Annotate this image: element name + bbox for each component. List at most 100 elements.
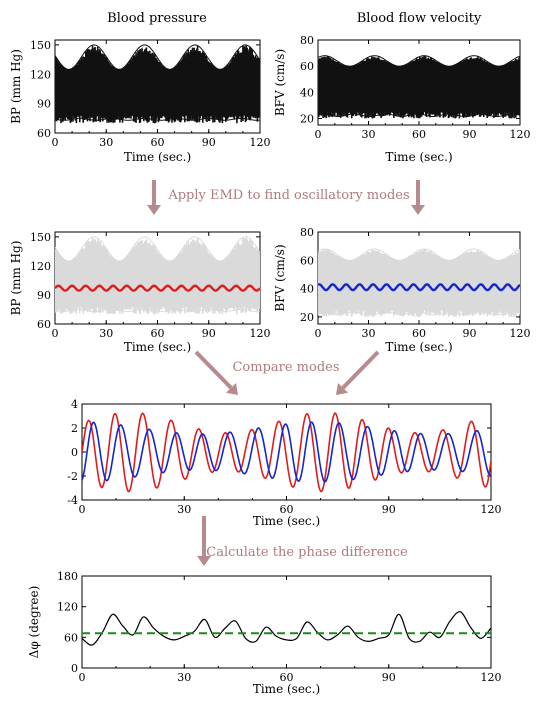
x-axis-label: Time (sec.) (253, 682, 320, 696)
upper-envelope (318, 248, 520, 261)
y-axis-label: BP (mm Hg) (9, 49, 23, 124)
step-label-phase: Calculate the phase difference (206, 545, 408, 560)
y-tick-label: 90 (37, 98, 51, 111)
step-label-compare: Compare modes (232, 360, 339, 375)
raw-signal-trace (318, 249, 520, 317)
y-tick-label: 90 (37, 289, 51, 302)
x-tick-label: 90 (382, 503, 396, 516)
step-label-emd: Apply EMD to find oscillatory modes (167, 188, 409, 203)
x-tick-label: 60 (412, 327, 426, 340)
raw-signal-trace (318, 56, 520, 119)
y-tick-label: 0 (71, 446, 78, 459)
raw-signal-trace (55, 45, 260, 124)
x-tick-label: 90 (202, 327, 216, 340)
bp-raw-panel: 0 30 60 90 120 60 90 120 150 Time (sec.) BP (mm Hg… (9, 39, 271, 164)
x-tick-label: 90 (202, 136, 216, 149)
arrow-emd-right-head (411, 205, 425, 215)
y-axis-label: Δφ (degree) (27, 586, 41, 659)
x-tick-label: 30 (99, 327, 113, 340)
y-tick-label: 60 (300, 60, 314, 73)
lower-envelope (318, 311, 520, 316)
x-tick-label: 0 (79, 503, 86, 516)
arrow-compare-left (194, 350, 233, 390)
arrow-emd-left-head (147, 205, 161, 215)
x-tick-label: 30 (362, 327, 376, 340)
x-tick-label: 90 (463, 128, 477, 141)
phase-difference-line (82, 611, 491, 646)
x-tick-label: 60 (280, 671, 294, 684)
arrow-phase-head (197, 556, 211, 566)
x-axis-label: Time (sec.) (253, 514, 320, 528)
y-tick-label: 60 (300, 254, 314, 267)
signal-band (318, 248, 520, 317)
y-tick-label: 2 (71, 422, 78, 435)
y-tick-label: 4 (71, 398, 78, 411)
y-tick-label: 180 (57, 570, 78, 583)
y-tick-label: 150 (30, 231, 51, 244)
y-tick-label: 40 (300, 283, 314, 296)
signal-band (55, 44, 260, 124)
arrow-compare-right (341, 350, 380, 390)
x-tick-label: 30 (362, 128, 376, 141)
phase-diff-panel: 0 30 60 90 120 0 60 120 180 Time (sec.) Δφ (degree… (27, 570, 502, 696)
title-bp: Blood pressure (107, 11, 207, 26)
x-tick-label: 60 (412, 128, 426, 141)
x-tick-label: 60 (151, 327, 165, 340)
modes-compare-panel: 0 30 60 90 120 -4 -2 0 2 4 Time (sec.) (67, 398, 501, 528)
phase-lines (82, 611, 491, 646)
flow-arrows (147, 180, 425, 566)
y-tick-label: -2 (67, 470, 78, 483)
y-tick-label: 150 (30, 39, 51, 52)
x-tick-label: 120 (250, 136, 271, 149)
y-tick-label: 40 (300, 86, 314, 99)
arrow-compare-right-head (336, 382, 348, 395)
y-tick-label: 120 (57, 601, 78, 614)
x-tick-label: 90 (463, 327, 477, 340)
lower-envelope (318, 113, 520, 118)
arrow-compare-left-head (226, 382, 238, 395)
x-axis-label: Time (sec.) (385, 150, 452, 164)
y-tick-label: 60 (64, 631, 78, 644)
bfv-mode-line (317, 283, 521, 292)
upper-envelope (55, 44, 260, 70)
y-tick-label: 60 (37, 127, 51, 140)
y-tick-label: 80 (300, 226, 314, 239)
y-tick-label: 120 (30, 68, 51, 81)
lower-envelope (55, 309, 260, 312)
signal-band (318, 55, 520, 119)
x-axis-label: Time (sec.) (385, 340, 452, 354)
x-tick-label: 30 (177, 671, 191, 684)
x-tick-label: 120 (481, 503, 502, 516)
x-tick-label: 120 (510, 327, 531, 340)
y-tick-label: 20 (300, 311, 314, 324)
bfv-raw-panel: 0 30 60 90 120 20 40 60 80 Time (sec.) BFV (cm/s) (273, 34, 531, 164)
y-tick-label: 0 (71, 662, 78, 675)
y-tick-label: 120 (30, 260, 51, 273)
bp-mode-series (82, 412, 491, 493)
x-tick-label: 0 (52, 327, 59, 340)
bp-mode-line (54, 284, 261, 292)
x-tick-label: 60 (280, 503, 294, 516)
x-axis-label: Time (sec.) (124, 340, 191, 354)
y-tick-label: -4 (67, 494, 78, 507)
bp-mode-panel: 0 30 60 90 120 60 90 120 150 Time (sec.) BP (mm Hg… (9, 231, 271, 354)
x-tick-label: 90 (382, 671, 396, 684)
plot-frame (81, 403, 492, 501)
x-tick-label: 0 (52, 136, 59, 149)
y-tick-label: 60 (37, 318, 51, 331)
x-tick-label: 0 (315, 327, 322, 340)
y-axis-label: BFV (cm/s) (273, 49, 287, 116)
x-tick-label: 30 (177, 503, 191, 516)
y-axis-label: BFV (cm/s) (273, 244, 287, 311)
x-tick-label: 30 (99, 136, 113, 149)
y-tick-label: 80 (300, 34, 314, 47)
x-tick-label: 120 (510, 128, 531, 141)
x-tick-label: 0 (79, 671, 86, 684)
title-bfv: Blood flow velocity (357, 11, 482, 26)
upper-envelope (318, 55, 520, 67)
mode-lines (82, 412, 491, 493)
x-tick-label: 120 (250, 327, 271, 340)
signal-band (55, 236, 260, 315)
x-tick-label: 60 (151, 136, 165, 149)
